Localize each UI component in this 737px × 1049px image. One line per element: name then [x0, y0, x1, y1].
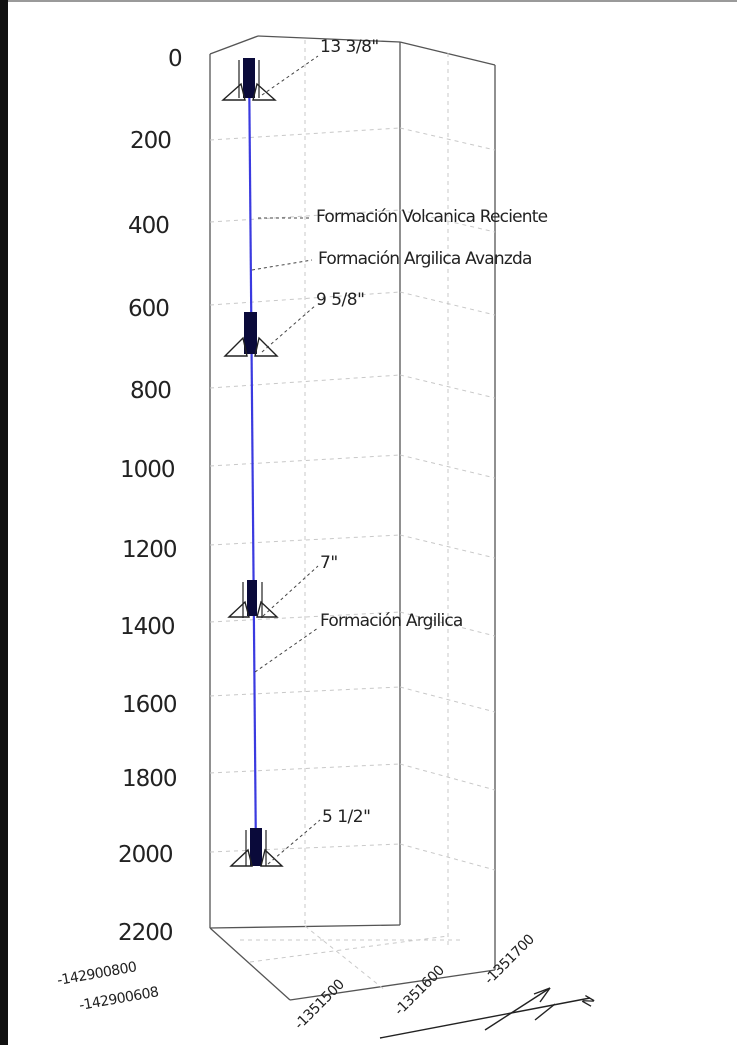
depth-tick-label: 400 — [128, 213, 169, 239]
depth-tick-label: 200 — [130, 128, 171, 154]
depth-tick-label: 1800 — [122, 766, 177, 792]
left-border — [0, 0, 8, 1045]
formation-label: Formación Argilica — [320, 611, 463, 631]
casing-label: 13 3/8" — [320, 37, 379, 57]
depth-tick-label: 0 — [168, 46, 182, 72]
casing-shoe-5-1-2 — [229, 828, 284, 867]
depth-tick-label: 2200 — [118, 920, 173, 946]
casing-shoe-13-3-8 — [221, 58, 277, 101]
casing-label: 9 5/8" — [316, 290, 364, 310]
north-arrow-icon — [379, 987, 591, 1039]
y-coord-label: -1351500 — [292, 977, 348, 1033]
well-trajectory — [247, 57, 258, 861]
depth-axis: 0 200 400 600 800 1000 1200 1400 1600 18… — [118, 46, 183, 946]
formation-labels: Formación Volcanica Reciente Formación A… — [316, 207, 548, 631]
depth-tick-label: 2000 — [118, 842, 173, 868]
formation-label: Formación Volcanica Reciente — [316, 207, 548, 227]
depth-tick-label: 1200 — [122, 537, 177, 563]
formation-label: Formación Argilica Avanzda — [318, 249, 532, 269]
leader-lines — [251, 55, 321, 865]
x-coord-label: -142900800 — [56, 959, 138, 989]
y-coord-label: -1351700 — [482, 932, 538, 988]
y-coord-label: -1351600 — [392, 963, 448, 1019]
depth-tick-label: 1000 — [120, 457, 175, 483]
x-axis-labels: -142900800 -142900608 — [56, 959, 160, 1014]
depth-tick-label: 800 — [130, 378, 171, 404]
casing-shoe-7 — [227, 580, 279, 618]
north-label: N — [580, 993, 599, 1010]
depth-tick-label: 1400 — [120, 614, 175, 640]
grid — [209, 40, 496, 991]
casing-shoe-9-5-8 — [223, 312, 279, 357]
depth-tick-label: 600 — [128, 296, 169, 322]
casing-label: 7" — [320, 553, 338, 573]
depth-tick-label: 1600 — [122, 692, 177, 718]
x-coord-label: -142900608 — [78, 984, 160, 1014]
casing-label: 5 1/2" — [322, 807, 370, 827]
top-border — [8, 0, 737, 2]
casing-labels: 13 3/8" 9 5/8" 7" 5 1/2" — [316, 37, 379, 827]
